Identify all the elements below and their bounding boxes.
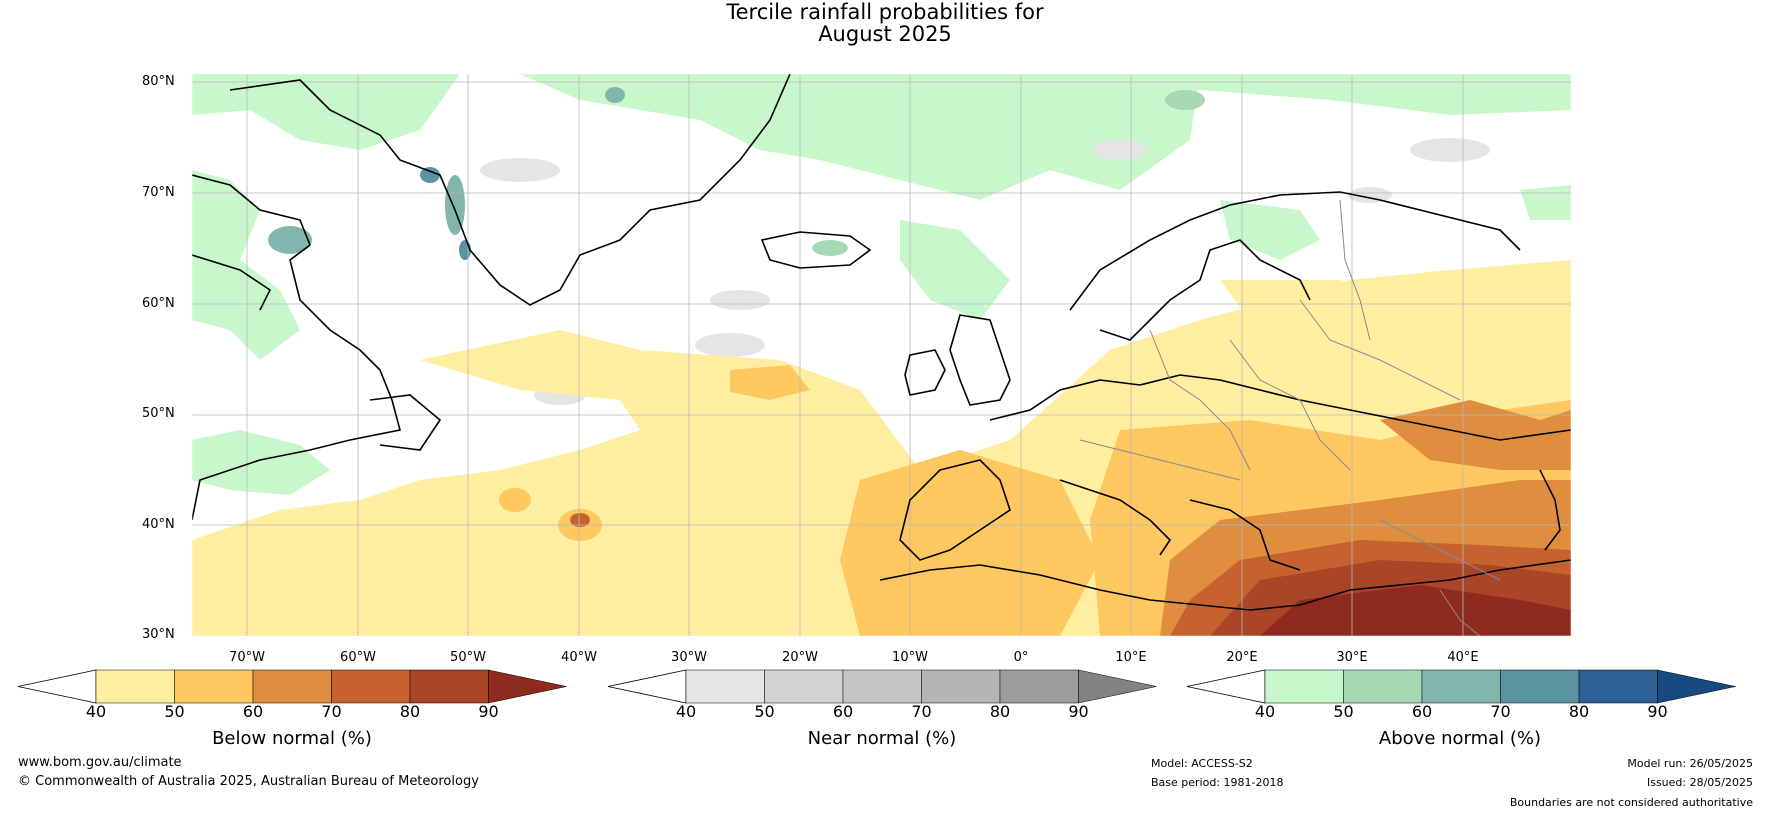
colorbar-tick-label: 80 (1568, 702, 1590, 721)
lat-label-40n: 40°N (142, 517, 175, 532)
footer-website: www.bom.gov.au/climate (18, 755, 182, 770)
lon-label-30e: 30°E (1336, 650, 1368, 665)
colorbar-tick-label: 70 (911, 702, 932, 721)
colorbar-segment (1578, 669, 1658, 704)
colorbar-segment (174, 669, 254, 704)
title-line-1: Tercile rainfall probabilities for (726, 0, 1044, 24)
footer-copyright: © Commonwealth of Australia 2025, Austra… (18, 774, 479, 789)
colorbar-above-normal (1186, 669, 1736, 704)
colorbar-lower-extend (1186, 669, 1266, 704)
colorbar-tick-label: 60 (1411, 702, 1433, 721)
colorbar-segment (1500, 669, 1580, 704)
colorbar-lower-extend (17, 669, 97, 704)
colorbar-upper-extend (1657, 669, 1736, 704)
lon-label-50w: 50°W (450, 650, 486, 665)
colorbar-tick-label: 50 (164, 702, 185, 721)
colorbar-tick-label: 40 (675, 702, 697, 721)
colorbar-tick-label: 40 (1254, 702, 1276, 721)
colorbar-tick-label: 70 (321, 702, 342, 721)
colorbar-lower-extend (607, 669, 687, 704)
rainfall-probability-map (192, 74, 1571, 636)
lon-label-10w: 10°W (892, 650, 928, 665)
lon-label-70w: 70°W (229, 650, 265, 665)
colorbar-segment (1421, 669, 1501, 704)
lat-label-60n: 60°N (142, 296, 175, 311)
colorbar-title-below-normal: Below normal (%) (212, 728, 372, 749)
colorbar-segment (999, 669, 1079, 704)
footer-issued: Issued: 28/05/2025 (1646, 776, 1753, 789)
coastlines (192, 74, 1571, 611)
colorbar-segment (409, 669, 489, 704)
lat-label-80n: 80°N (142, 74, 175, 89)
below-normal-regions (192, 260, 1571, 636)
colorbar-below-normal (17, 669, 567, 704)
colorbar-upper-extend (488, 669, 567, 704)
lat-label-50n: 50°N (142, 406, 175, 421)
colorbar-tick-label: 90 (1647, 702, 1668, 721)
lat-label-70n: 70°N (142, 185, 175, 200)
colorbar-tick-label: 40 (85, 702, 107, 721)
colorbar-segment (252, 669, 332, 704)
colorbar-segment (842, 669, 922, 704)
lat-label-30n: 30°N (142, 627, 175, 642)
colorbar-tick-label: 70 (1490, 702, 1511, 721)
colorbar-tick-label: 90 (1068, 702, 1089, 721)
footer-disclaimer: Boundaries are not considered authoritat… (1509, 796, 1753, 809)
colorbar-segment (95, 669, 175, 704)
lon-label-20e: 20°E (1226, 650, 1258, 665)
colorbar-upper-extend (1078, 669, 1157, 704)
colorbar-tick-label: 80 (989, 702, 1011, 721)
lon-label-10e: 10°E (1115, 650, 1147, 665)
lon-label-20w: 20°W (782, 650, 818, 665)
colorbar-segment (1264, 669, 1344, 704)
lon-label-40e: 40°E (1447, 650, 1479, 665)
lon-label-40w: 40°W (561, 650, 597, 665)
lon-label-30w: 30°W (671, 650, 707, 665)
colorbar-title-above-normal: Above normal (%) (1378, 728, 1542, 749)
colorbar-title-near-normal: Near normal (%) (807, 728, 957, 749)
colorbar-tick-label: 60 (832, 702, 854, 721)
title-line-2: August 2025 (818, 22, 952, 46)
map-gridlines (192, 74, 1571, 636)
lon-label-60w: 60°W (340, 650, 376, 665)
colorbar-segment (1343, 669, 1423, 704)
footer-base-period: Base period: 1981-2018 (1151, 776, 1284, 789)
footer-model: Model: ACCESS-S2 (1151, 757, 1253, 770)
colorbar-tick-label: 80 (399, 702, 421, 721)
colorbar-segment (685, 669, 765, 704)
footer-model-run: Model run: 26/05/2025 (1627, 757, 1753, 770)
colorbar-near-normal (607, 669, 1157, 704)
colorbar-segment (764, 669, 844, 704)
colorbar-tick-label: 50 (1333, 702, 1354, 721)
colorbar-tick-label: 90 (478, 702, 499, 721)
country-borders (1079, 199, 1501, 636)
colorbar-tick-label: 50 (754, 702, 775, 721)
colorbar-segment (921, 669, 1001, 704)
colorbar-tick-label: 60 (242, 702, 264, 721)
colorbar-segment (331, 669, 411, 704)
lon-label-0: 0° (1013, 650, 1029, 665)
